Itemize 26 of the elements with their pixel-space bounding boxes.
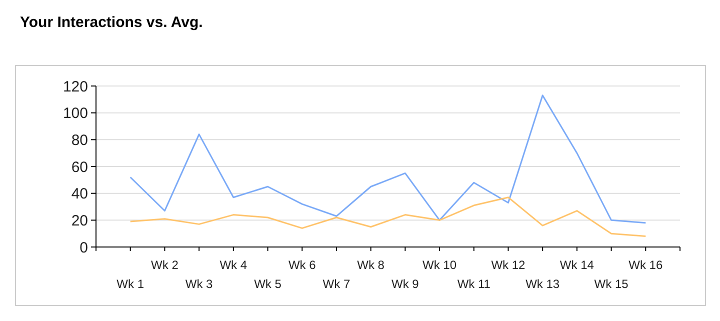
x-tick-label: Wk 5 xyxy=(254,277,282,291)
x-tick-label: Wk 2 xyxy=(151,258,179,272)
x-tick-label: Wk 12 xyxy=(491,258,526,272)
x-tick-label: Wk 9 xyxy=(392,277,420,291)
x-tick-label: Wk 6 xyxy=(288,258,316,272)
x-tick-label: Wk 4 xyxy=(220,258,248,272)
x-tick-label: Wk 15 xyxy=(594,277,629,291)
x-tick-label: Wk 14 xyxy=(560,258,594,272)
y-tick-label: 40 xyxy=(71,186,88,203)
y-tick-label: 0 xyxy=(80,239,88,256)
y-tick-label: 80 xyxy=(71,132,88,149)
x-tick-label: Wk 11 xyxy=(457,277,491,291)
line-series xyxy=(130,94,646,224)
x-tick-label: Wk 10 xyxy=(422,258,457,272)
x-tick-label: Wk 1 xyxy=(116,277,144,291)
x-tick-label: Wk 8 xyxy=(357,258,385,272)
y-tick-label: 100 xyxy=(62,105,88,122)
x-tick-label: Wk 7 xyxy=(322,277,350,291)
x-tick-label: Wk 16 xyxy=(628,258,663,272)
x-tick-label: Wk 13 xyxy=(526,277,560,291)
y-tick-label: 120 xyxy=(62,78,88,96)
line-series xyxy=(130,196,646,238)
chart-title: Your Interactions vs. Avg. xyxy=(20,14,203,31)
y-tick-label: 20 xyxy=(71,212,88,230)
x-tick-label: Wk 3 xyxy=(185,277,214,291)
y-tick-label: 60 xyxy=(71,158,88,176)
